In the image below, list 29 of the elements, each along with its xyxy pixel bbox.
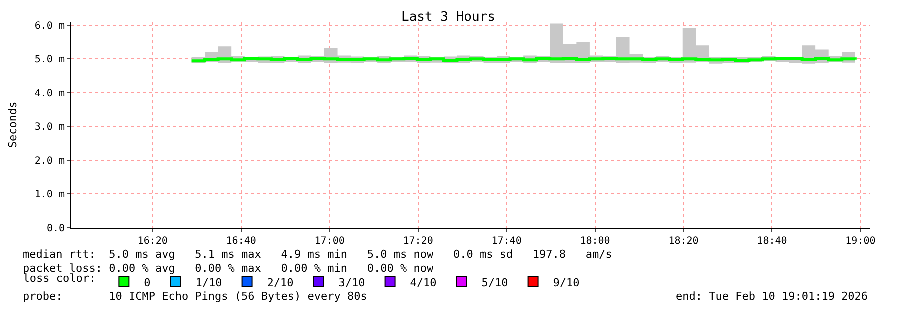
y-axis-title: Seconds	[6, 102, 20, 148]
legend-label: 1/10	[196, 276, 222, 290]
y-tick-label: 0.0	[46, 224, 65, 234]
legend-label: 5/10	[482, 276, 508, 290]
legend-label: 4/10	[410, 276, 437, 290]
chart-title: Last 3 Hours	[402, 10, 496, 26]
x-tick-label: 18:20	[668, 236, 699, 247]
x-tick-label: 17:00	[314, 236, 345, 247]
legend-label: 2/10	[267, 276, 294, 290]
y-tick-label: 1.0 m	[34, 190, 65, 201]
x-tick-label: 18:00	[580, 236, 610, 247]
y-tick-label: 2.0 m	[34, 156, 65, 167]
y-tick-label: 6.0 m	[34, 20, 65, 32]
y-tick-label: 4.0 m	[34, 88, 65, 100]
x-tick-label: 17:40	[492, 236, 522, 247]
legend-label: 9/10	[553, 276, 580, 290]
text: probe: 10 ICMP Echo Pings (56 Bytes) every 80s	[23, 290, 368, 303]
x-tick-label: 19:00	[846, 236, 876, 247]
legend-label: 0	[144, 276, 151, 290]
legend-label: 3/10	[338, 276, 366, 290]
text: end: Tue Feb 10 19:01:19 2026	[676, 290, 868, 303]
x-tick-label: 16:20	[138, 236, 168, 247]
text: median rtt: 5.0 ms avg 5.1 ms max 4.9 ms min 5.0 ms now 0.0 ms sd 197.8 am/s	[23, 248, 612, 261]
x-tick-label: 17:20	[403, 236, 434, 247]
y-tick-label: 5.0 m	[34, 54, 65, 66]
x-tick-label: 16:40	[226, 236, 256, 247]
x-tick-label: 18:40	[757, 236, 788, 247]
y-tick-label: 3.0 m	[34, 122, 65, 134]
text: packet loss: 0.00 % avg 0.00 % max 0.00 % min 0.00 % now	[23, 262, 434, 275]
